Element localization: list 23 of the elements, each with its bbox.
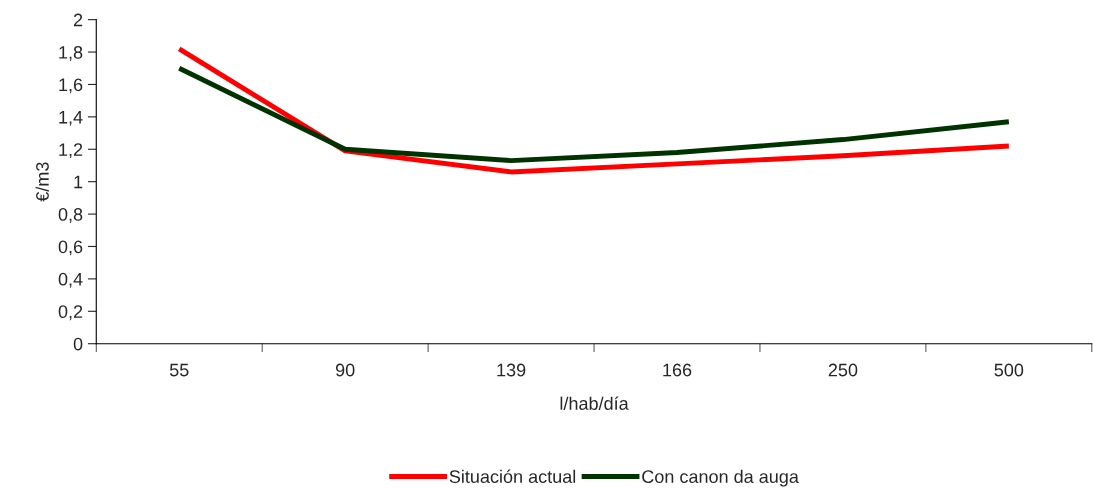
y-tick-label: 0,8 xyxy=(58,208,83,223)
y-tick-label: 1,6 xyxy=(59,78,83,94)
y-tick-label: 0,2 xyxy=(58,305,83,321)
x-tick-label: 139 xyxy=(497,363,526,377)
y-axis-title: €/m3 xyxy=(35,162,49,202)
y-tick-label: 1 xyxy=(74,175,83,189)
line-series xyxy=(176,65,1012,164)
y-tick-label: 0,6 xyxy=(58,240,83,256)
y-tick-label: 1,2 xyxy=(59,143,83,159)
y-tick-label: 0 xyxy=(73,337,83,351)
x-tick-label: 250 xyxy=(828,363,858,377)
x-tick-label: 55 xyxy=(169,363,189,377)
y-tick-label: 1,4 xyxy=(59,110,83,126)
legend-label: Con canon da auga xyxy=(642,469,799,487)
x-tick-label: 166 xyxy=(663,363,692,377)
y-tick-label: 0,4 xyxy=(58,272,83,288)
x-tick-label: 90 xyxy=(335,363,355,377)
x-tick-label: 500 xyxy=(994,363,1024,377)
line-series xyxy=(176,46,1012,175)
y-tick-label: 1,8 xyxy=(59,45,83,61)
x-axis-title: l/hab/día xyxy=(560,396,629,410)
y-tick-label: 2 xyxy=(73,13,83,27)
legend-label: Situación actual xyxy=(449,469,576,484)
